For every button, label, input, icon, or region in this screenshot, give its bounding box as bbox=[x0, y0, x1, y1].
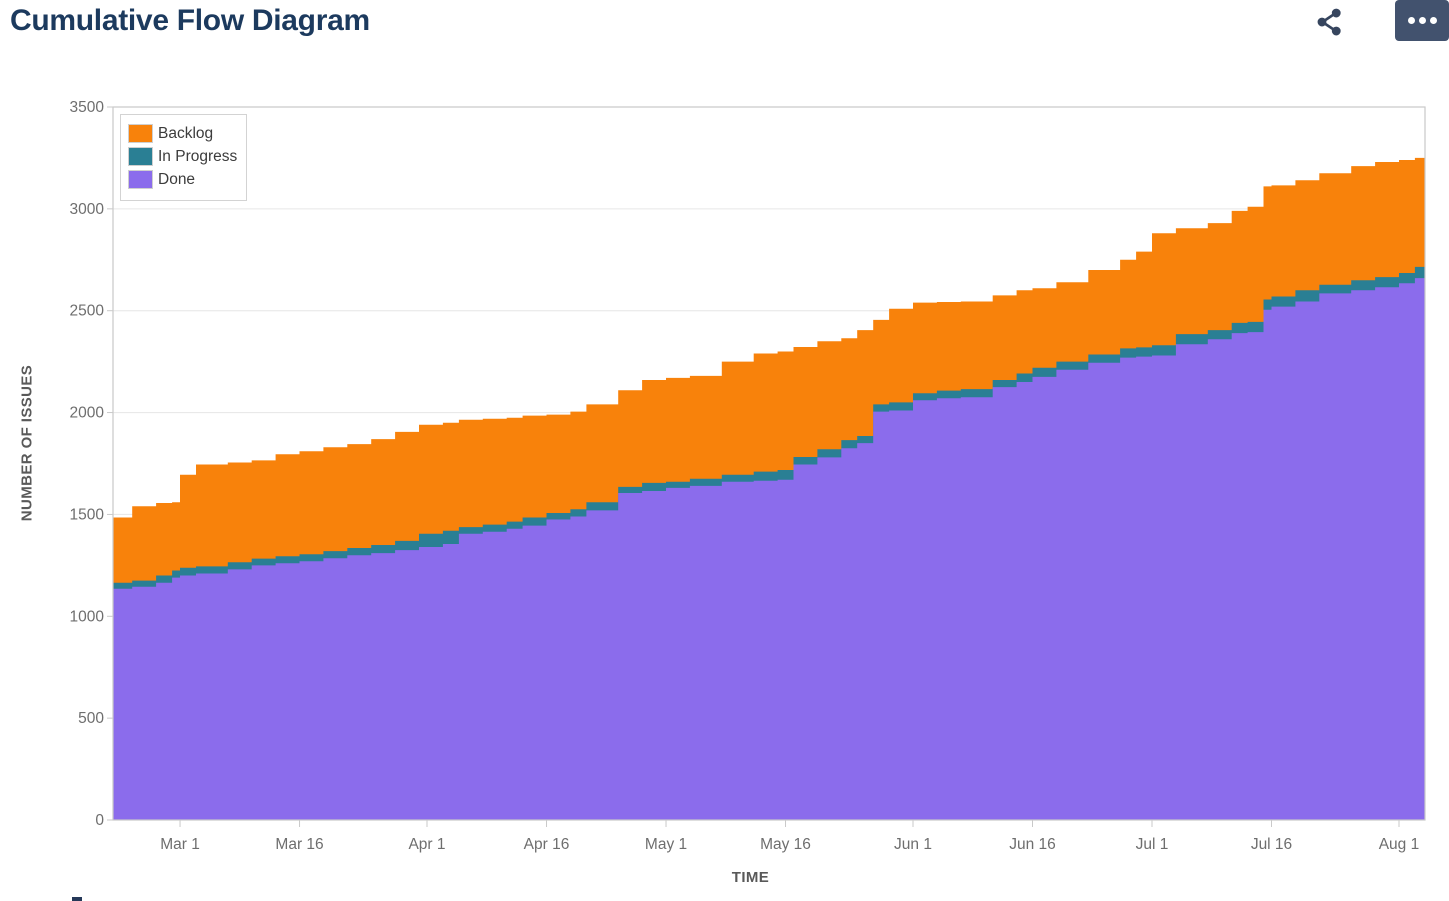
y-tick-label: 3500 bbox=[70, 99, 105, 116]
y-tick-label: 1000 bbox=[70, 608, 105, 625]
legend-item-backlog: Backlog bbox=[128, 124, 237, 143]
y-tick-label: 3000 bbox=[70, 201, 105, 218]
y-tick-label: 1500 bbox=[70, 506, 105, 523]
y-tick-label: 500 bbox=[78, 710, 104, 727]
x-tick-label: Jun 16 bbox=[1009, 836, 1056, 853]
chart-legend: Backlog In Progress Done bbox=[120, 114, 248, 201]
legend-item-in-progress: In Progress bbox=[128, 147, 237, 166]
x-tick-label: Apr 1 bbox=[408, 836, 445, 853]
x-axis-title: TIME bbox=[731, 869, 770, 886]
cutoff-content bbox=[72, 897, 82, 901]
legend-label: Done bbox=[158, 171, 196, 188]
x-tick-label: May 16 bbox=[760, 836, 811, 853]
x-tick-label: Mar 1 bbox=[160, 836, 200, 853]
y-tick-label: 2500 bbox=[70, 303, 105, 320]
share-button[interactable] bbox=[1312, 4, 1348, 40]
x-tick-label: May 1 bbox=[645, 836, 687, 853]
more-options-icon bbox=[1407, 17, 1437, 24]
plot-areas[interactable] bbox=[113, 157, 1425, 821]
legend-label: Backlog bbox=[158, 125, 214, 142]
page-title: Cumulative Flow Diagram bbox=[10, 4, 370, 37]
x-tick-label: Jul 1 bbox=[1136, 836, 1169, 853]
legend-item-done: Done bbox=[128, 170, 237, 189]
done-swatch-icon bbox=[128, 170, 153, 189]
more-options-button[interactable] bbox=[1395, 0, 1449, 41]
x-tick-label: Jun 1 bbox=[894, 836, 932, 853]
plot-border bbox=[112, 106, 1426, 821]
area-done[interactable] bbox=[113, 278, 1425, 821]
x-tick-label: Aug 1 bbox=[1379, 836, 1420, 853]
y-tick-label: 0 bbox=[95, 812, 104, 829]
x-tick-label: Jul 16 bbox=[1251, 836, 1292, 853]
y-axis-title: NUMBER OF ISSUES bbox=[18, 364, 36, 522]
share-icon bbox=[1317, 8, 1341, 36]
in-progress-swatch-icon bbox=[128, 147, 153, 166]
y-tick-label: 2000 bbox=[70, 405, 105, 422]
backlog-swatch-icon bbox=[128, 124, 153, 143]
legend-label: In Progress bbox=[158, 148, 238, 165]
x-tick-label: Apr 16 bbox=[524, 836, 570, 853]
x-tick-label: Mar 16 bbox=[275, 836, 323, 853]
